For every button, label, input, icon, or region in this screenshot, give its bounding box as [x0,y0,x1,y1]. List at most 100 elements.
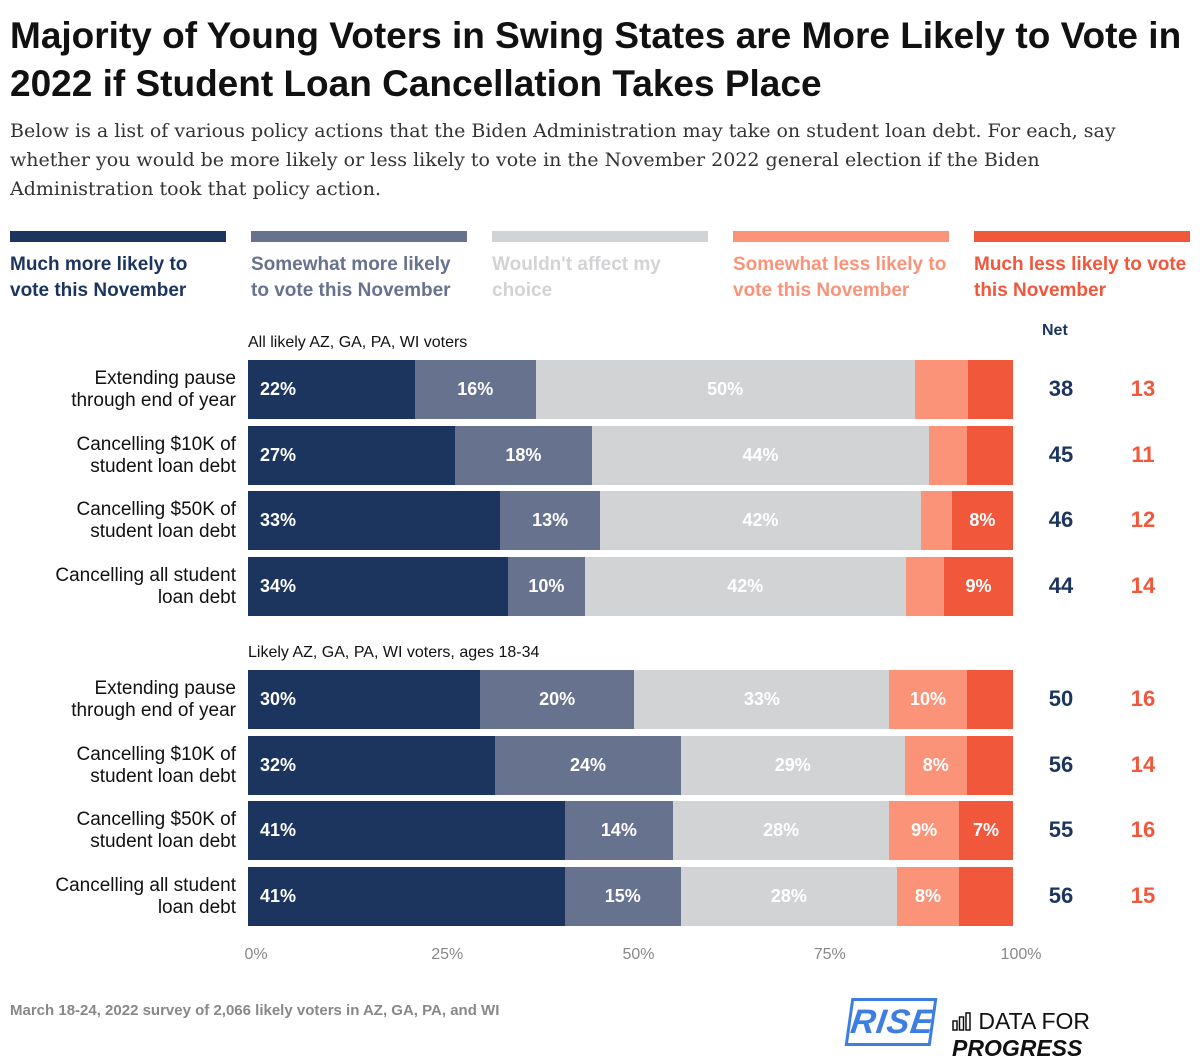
bar-segment [500,491,601,550]
row-label-line: Cancelling $10K of [76,743,237,765]
row-label: Extending pause through end of year [10,368,236,412]
row-label: Cancelling $10K of student loan debt [10,743,237,788]
x-tick-label: 25% [431,946,464,963]
row-label-line: loan debt [157,896,236,918]
data-label: 27% [260,444,297,465]
bar-segment [564,801,674,860]
data-label: 42% [727,575,764,596]
net-less-value: 16 [1130,817,1156,842]
data-label: 24% [569,754,606,775]
bar-segment [535,360,916,419]
row-label-line: Cancelling $50K of [76,809,237,830]
bar-segment [673,801,890,860]
legend-swatch [251,231,467,242]
bar-segment [889,670,968,729]
group-label: Likely AZ, GA, PA, WI voters, ages 18-34 [248,644,540,661]
data-label: 8% [914,885,941,906]
source-note: March 18-24, 2022 survey of 2,066 likely… [10,1002,500,1019]
data-label: 28% [763,820,800,840]
bar-segment [967,425,1014,485]
data-label: 33% [743,689,780,709]
legend-item: Somewhat more likely to vote this Novemb… [251,231,467,304]
bar-segment [680,866,898,926]
row-label-line: student loan debt [90,831,236,852]
net-header: Net [1042,322,1068,339]
row-label-line: Extending pause [94,368,236,389]
x-tick-label: 75% [813,946,846,963]
bar-segment [508,556,586,616]
data-label: 41% [260,885,297,906]
data-label: 32% [260,754,297,775]
data-label: 8% [922,754,949,775]
data-label: 18% [505,444,542,465]
legend-swatch [733,231,949,242]
bar-segment [248,801,566,860]
bar-segment [897,866,960,926]
data-label: 7% [972,820,999,840]
row-label-line: Cancelling $10K of [76,433,237,455]
bar-segment [889,801,960,860]
bar-segment [680,735,906,795]
bar-segment [248,735,496,795]
bar-segment [248,425,456,485]
net-less-value: 15 [1130,882,1156,908]
data-label: 14% [600,820,637,840]
net-more-value: 45 [1048,441,1074,467]
net-more-value: 56 [1048,882,1074,908]
bar-segment [248,360,416,419]
data-label: 41% [260,820,297,840]
data-for-progress-logo: DATA FOR PROGRESS [952,1008,1090,1061]
bar-segment [966,670,1014,729]
net-more-value: 56 [1048,751,1074,777]
data-label: 50% [707,379,744,399]
bar-segment [921,491,953,550]
data-label: 30% [260,689,297,709]
bar-segment [905,556,945,616]
row-label-line: student loan debt [90,765,236,787]
bar-segment [944,556,1014,616]
row-label-line: Cancelling all student [55,874,236,896]
legend-item: Wouldn't affect my choice [492,231,708,304]
data-label: 29% [774,754,811,775]
net-less-value: 12 [1130,507,1156,532]
bar-segment [599,491,922,550]
net-more-value: 38 [1048,376,1074,401]
net-more-value: 46 [1048,507,1074,532]
legend-label: Wouldn't affect my choice [492,254,661,301]
row-label: Cancelling $50K of student loan debt [10,499,237,543]
data-label: 20% [539,689,576,709]
bar-segment [951,491,1014,550]
group-label: All likely AZ, GA, PA, WI voters [248,334,468,351]
x-tick-label: 0% [244,946,268,963]
legend-label: Somewhat more likely to vote this Novemb… [251,254,451,301]
bar-segment [454,425,593,485]
legend-label: Much more likely to vote this November [10,254,188,301]
bar-segment [914,360,969,419]
legend-label: Somewhat less likely to vote this Novemb… [733,254,947,301]
net-less-value: 16 [1130,686,1156,711]
bar-chart-icon [952,1012,971,1031]
bar-segment [592,425,930,485]
data-label: 8% [969,510,996,530]
bar-segment [958,801,1014,860]
row-label-line: through end of year [71,390,236,411]
row-label-line: Extending pause [94,678,236,699]
row-label-line: student loan debt [90,521,236,542]
bar-segment [967,360,1014,419]
row-label: Cancelling $10K of student loan debt [10,433,237,478]
data-label: 10% [909,689,946,709]
chart-subtitle: Below is a list of various policy action… [10,120,1116,200]
bar-segment [248,491,501,550]
net-less-value: 13 [1130,376,1156,401]
row-label-line: Cancelling all student [55,564,236,586]
rise-logo: RISE [844,998,938,1046]
bar-segment [248,556,509,616]
net-more-value: 44 [1048,572,1074,598]
row-label: Cancelling all student loan debt [10,565,236,609]
data-label: 33% [260,510,297,530]
bar-segment [584,556,907,616]
bar-segment [248,866,566,926]
data-label: 34% [260,575,297,596]
data-label: 13% [532,510,569,530]
bar-segment [904,735,968,795]
